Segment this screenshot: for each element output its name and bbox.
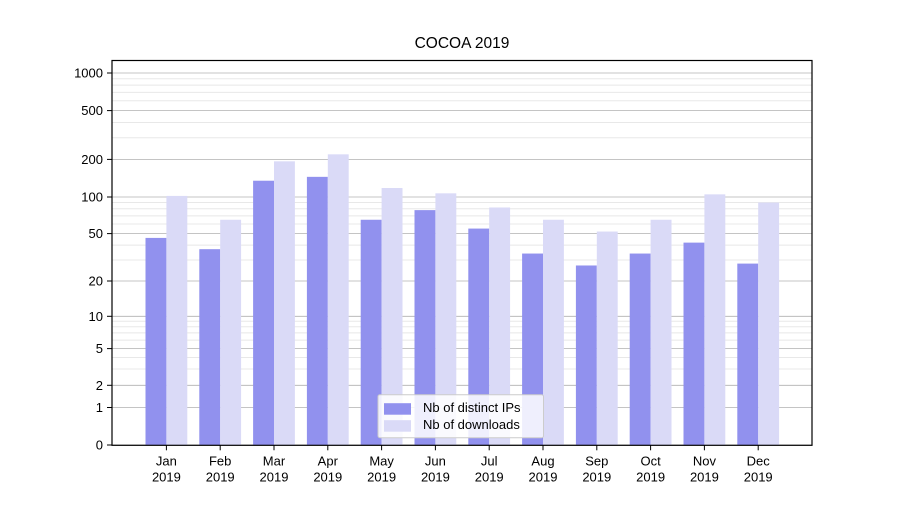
svg-text:0: 0 xyxy=(96,438,103,453)
svg-text:1: 1 xyxy=(96,400,103,415)
svg-text:Nb of distinct IPs: Nb of distinct IPs xyxy=(423,400,521,415)
svg-text:2019: 2019 xyxy=(636,469,665,484)
svg-text:Dec: Dec xyxy=(747,453,771,468)
svg-text:2019: 2019 xyxy=(582,469,611,484)
svg-text:2019: 2019 xyxy=(260,469,289,484)
svg-text:20: 20 xyxy=(89,274,103,289)
svg-text:May: May xyxy=(369,453,394,468)
svg-text:Nb of downloads: Nb of downloads xyxy=(423,417,520,432)
svg-text:2019: 2019 xyxy=(475,469,504,484)
svg-text:2019: 2019 xyxy=(313,469,342,484)
svg-text:Jan: Jan xyxy=(156,453,177,468)
svg-text:Jun: Jun xyxy=(425,453,446,468)
svg-text:Mar: Mar xyxy=(263,453,286,468)
svg-text:200: 200 xyxy=(81,152,103,167)
svg-text:2019: 2019 xyxy=(690,469,719,484)
svg-text:Feb: Feb xyxy=(209,453,231,468)
svg-text:2019: 2019 xyxy=(367,469,396,484)
svg-text:2019: 2019 xyxy=(206,469,235,484)
svg-text:100: 100 xyxy=(81,190,103,205)
svg-text:2019: 2019 xyxy=(421,469,450,484)
svg-text:2: 2 xyxy=(96,378,103,393)
svg-text:Apr: Apr xyxy=(318,453,339,468)
svg-text:Sep: Sep xyxy=(585,453,608,468)
svg-text:500: 500 xyxy=(81,103,103,118)
svg-text:Jul: Jul xyxy=(481,453,498,468)
svg-text:Nov: Nov xyxy=(693,453,717,468)
svg-text:2019: 2019 xyxy=(529,469,558,484)
svg-text:COCOA 2019: COCOA 2019 xyxy=(415,35,510,52)
svg-text:50: 50 xyxy=(89,226,103,241)
svg-text:Oct: Oct xyxy=(640,453,661,468)
svg-text:5: 5 xyxy=(96,341,103,356)
svg-text:2019: 2019 xyxy=(152,469,181,484)
svg-text:1000: 1000 xyxy=(74,66,103,81)
svg-text:2019: 2019 xyxy=(744,469,773,484)
svg-text:10: 10 xyxy=(89,309,103,324)
svg-text:Aug: Aug xyxy=(531,453,554,468)
